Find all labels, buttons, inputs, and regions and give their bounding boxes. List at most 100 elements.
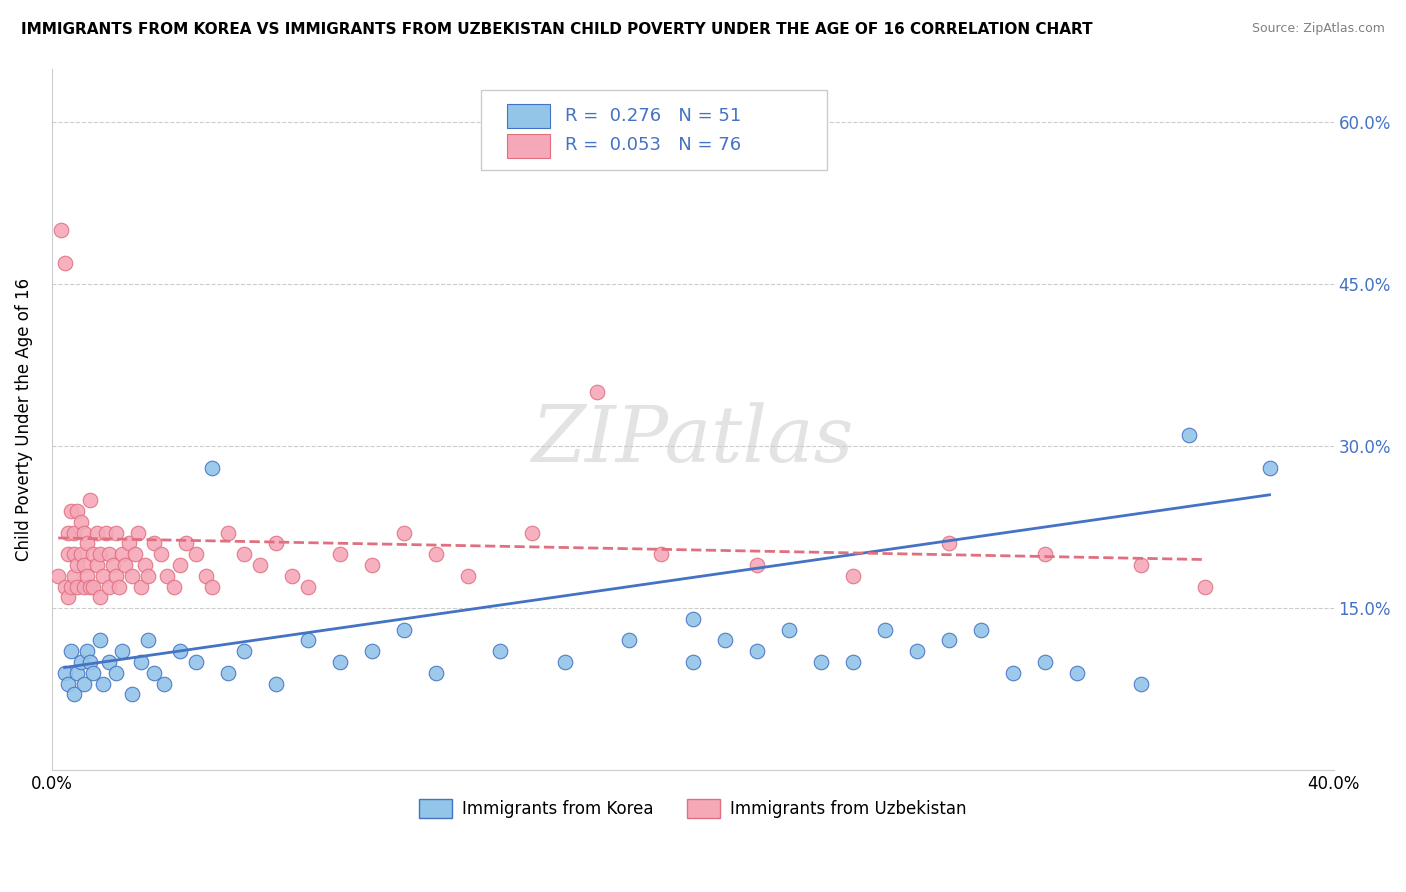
- Point: [905, 644, 928, 658]
- Point: [713, 633, 735, 648]
- Point: [118, 536, 141, 550]
- Point: [394, 623, 416, 637]
- Point: [1066, 665, 1088, 680]
- Point: [1194, 580, 1216, 594]
- Point: [131, 655, 153, 669]
- Point: [217, 525, 239, 540]
- Point: [233, 547, 256, 561]
- Point: [1033, 655, 1056, 669]
- Point: [873, 623, 896, 637]
- FancyBboxPatch shape: [481, 89, 827, 170]
- Point: [553, 655, 575, 669]
- Point: [46, 568, 69, 582]
- Point: [143, 665, 166, 680]
- Point: [56, 676, 79, 690]
- Point: [249, 558, 271, 572]
- Legend: Immigrants from Korea, Immigrants from Uzbekistan: Immigrants from Korea, Immigrants from U…: [412, 792, 973, 825]
- Point: [281, 568, 304, 582]
- Point: [59, 580, 82, 594]
- Point: [73, 558, 96, 572]
- Point: [73, 525, 96, 540]
- Point: [69, 655, 91, 669]
- Point: [53, 665, 76, 680]
- Point: [108, 580, 131, 594]
- Point: [489, 644, 512, 658]
- Point: [79, 493, 101, 508]
- Point: [297, 633, 319, 648]
- Point: [98, 655, 121, 669]
- Point: [361, 558, 384, 572]
- Point: [264, 676, 287, 690]
- Point: [394, 525, 416, 540]
- Point: [89, 633, 111, 648]
- Point: [82, 580, 104, 594]
- Text: IMMIGRANTS FROM KOREA VS IMMIGRANTS FROM UZBEKISTAN CHILD POVERTY UNDER THE AGE : IMMIGRANTS FROM KOREA VS IMMIGRANTS FROM…: [21, 22, 1092, 37]
- Point: [53, 256, 76, 270]
- Point: [104, 525, 127, 540]
- Point: [1033, 547, 1056, 561]
- Point: [63, 547, 86, 561]
- Point: [91, 676, 114, 690]
- Point: [79, 655, 101, 669]
- Point: [111, 547, 134, 561]
- Point: [66, 580, 89, 594]
- Text: R =  0.276   N = 51: R = 0.276 N = 51: [564, 106, 741, 125]
- Point: [134, 558, 156, 572]
- Point: [329, 655, 352, 669]
- Point: [156, 568, 179, 582]
- Point: [89, 591, 111, 605]
- Point: [59, 644, 82, 658]
- Point: [617, 633, 640, 648]
- Point: [184, 655, 207, 669]
- Point: [127, 525, 149, 540]
- Point: [98, 580, 121, 594]
- Point: [938, 633, 960, 648]
- Point: [56, 591, 79, 605]
- Point: [121, 568, 143, 582]
- Point: [169, 558, 191, 572]
- Point: [176, 536, 198, 550]
- Point: [585, 385, 607, 400]
- Point: [425, 665, 447, 680]
- Point: [233, 644, 256, 658]
- Point: [73, 580, 96, 594]
- Point: [98, 547, 121, 561]
- Point: [56, 547, 79, 561]
- Point: [104, 568, 127, 582]
- Point: [842, 655, 865, 669]
- Point: [66, 558, 89, 572]
- Point: [162, 580, 184, 594]
- Point: [73, 676, 96, 690]
- Point: [86, 525, 108, 540]
- Point: [82, 665, 104, 680]
- Text: Source: ZipAtlas.com: Source: ZipAtlas.com: [1251, 22, 1385, 36]
- Point: [938, 536, 960, 550]
- Point: [86, 558, 108, 572]
- Point: [56, 525, 79, 540]
- Point: [136, 568, 159, 582]
- Point: [194, 568, 217, 582]
- Point: [970, 623, 993, 637]
- Point: [457, 568, 479, 582]
- Point: [76, 536, 98, 550]
- Point: [121, 688, 143, 702]
- Point: [842, 568, 865, 582]
- Point: [149, 547, 172, 561]
- Point: [361, 644, 384, 658]
- Point: [131, 580, 153, 594]
- Point: [153, 676, 176, 690]
- Point: [66, 504, 89, 518]
- Point: [778, 623, 800, 637]
- Point: [66, 665, 89, 680]
- Point: [53, 580, 76, 594]
- Point: [51, 223, 73, 237]
- FancyBboxPatch shape: [506, 104, 550, 128]
- Point: [76, 568, 98, 582]
- Point: [111, 644, 134, 658]
- Text: ZIPatlas: ZIPatlas: [531, 402, 853, 478]
- Point: [82, 547, 104, 561]
- Point: [124, 547, 146, 561]
- Point: [143, 536, 166, 550]
- Point: [69, 515, 91, 529]
- Point: [1002, 665, 1025, 680]
